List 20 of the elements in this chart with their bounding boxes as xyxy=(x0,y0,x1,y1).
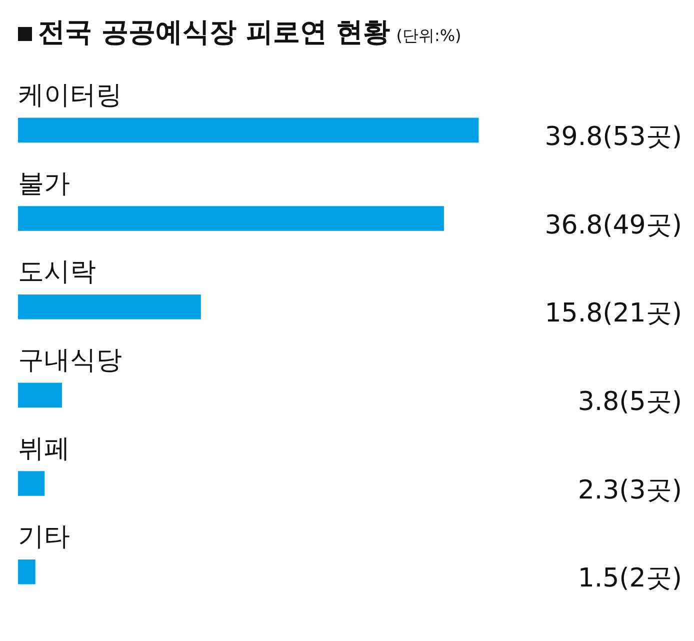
chart-subtitle: (단위:%) xyxy=(396,26,462,47)
bar xyxy=(18,118,479,143)
bar xyxy=(18,206,444,231)
bar xyxy=(18,559,36,584)
y-tick-label: 구내식당 xyxy=(18,346,122,376)
y-tick-label: 도시락 xyxy=(18,257,96,288)
bar xyxy=(18,382,62,408)
data-label: 2.3(3곳) xyxy=(578,475,682,506)
y-tick-label: 불가 xyxy=(18,168,70,199)
chart-title: 전국 공공예식장 피로연 현황 xyxy=(38,16,390,50)
y-tick-label: 기타 xyxy=(18,522,70,552)
bar xyxy=(18,294,201,320)
data-label: 39.8(53곳) xyxy=(544,122,682,152)
data-label: 3.8(5곳) xyxy=(578,386,682,417)
data-label: 36.8(49곳) xyxy=(544,210,682,240)
bar xyxy=(18,471,45,496)
data-label: 1.5(2곳) xyxy=(578,564,682,594)
data-label: 15.8(21곳) xyxy=(544,298,682,329)
y-tick-label: 케이터링 xyxy=(18,80,122,111)
y-tick-label: 뷔페 xyxy=(18,434,70,464)
